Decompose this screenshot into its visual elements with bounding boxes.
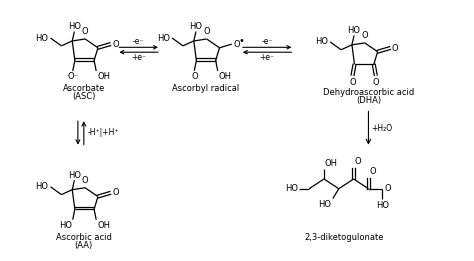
Text: OH: OH bbox=[219, 72, 232, 81]
Text: O: O bbox=[234, 40, 240, 49]
Text: HO: HO bbox=[68, 22, 81, 31]
Text: OH: OH bbox=[97, 72, 110, 81]
Text: HO: HO bbox=[68, 171, 81, 180]
Text: O: O bbox=[82, 176, 89, 185]
Text: -e⁻: -e⁻ bbox=[133, 37, 145, 46]
Text: OH: OH bbox=[325, 159, 338, 168]
Text: Ascorbyl radical: Ascorbyl radical bbox=[172, 84, 239, 93]
Text: HO: HO bbox=[59, 221, 72, 230]
Text: •: • bbox=[239, 36, 245, 46]
Text: +e⁻: +e⁻ bbox=[131, 53, 146, 62]
Text: OH: OH bbox=[97, 221, 110, 230]
Text: O: O bbox=[203, 27, 210, 36]
Text: O: O bbox=[362, 31, 368, 40]
Text: O: O bbox=[392, 44, 399, 52]
Text: HO: HO bbox=[285, 184, 298, 193]
Text: O: O bbox=[369, 167, 376, 176]
Text: HO: HO bbox=[36, 33, 48, 43]
Text: O: O bbox=[373, 78, 379, 87]
Text: (ASC): (ASC) bbox=[72, 92, 95, 101]
Text: O: O bbox=[112, 188, 119, 197]
Text: HO: HO bbox=[157, 33, 170, 43]
Text: +H₂O: +H₂O bbox=[372, 123, 392, 133]
Text: HO: HO bbox=[376, 201, 389, 210]
Text: O: O bbox=[112, 40, 119, 49]
Text: Ascorbate: Ascorbate bbox=[63, 84, 105, 93]
Text: HO: HO bbox=[315, 37, 328, 46]
Text: O: O bbox=[349, 78, 356, 87]
Text: HO: HO bbox=[318, 200, 331, 210]
Text: +e⁻: +e⁻ bbox=[260, 53, 274, 62]
Text: Ascorbic acid: Ascorbic acid bbox=[56, 233, 112, 242]
Text: O: O bbox=[384, 184, 391, 193]
Text: 2,3-diketogulonate: 2,3-diketogulonate bbox=[304, 233, 383, 242]
Text: HO: HO bbox=[36, 182, 48, 191]
Text: (AA): (AA) bbox=[75, 241, 93, 250]
Text: (DHA): (DHA) bbox=[356, 96, 381, 105]
Text: HO: HO bbox=[189, 22, 202, 31]
Text: HO: HO bbox=[347, 26, 360, 35]
Text: -H⁺|+H⁺: -H⁺|+H⁺ bbox=[88, 128, 119, 138]
Text: Dehydroascorbic acid: Dehydroascorbic acid bbox=[323, 88, 414, 97]
Text: O⁻: O⁻ bbox=[67, 72, 78, 81]
Text: O: O bbox=[191, 72, 198, 81]
Text: O: O bbox=[82, 27, 89, 36]
Text: -e⁻: -e⁻ bbox=[262, 37, 273, 46]
Text: O: O bbox=[355, 157, 361, 166]
